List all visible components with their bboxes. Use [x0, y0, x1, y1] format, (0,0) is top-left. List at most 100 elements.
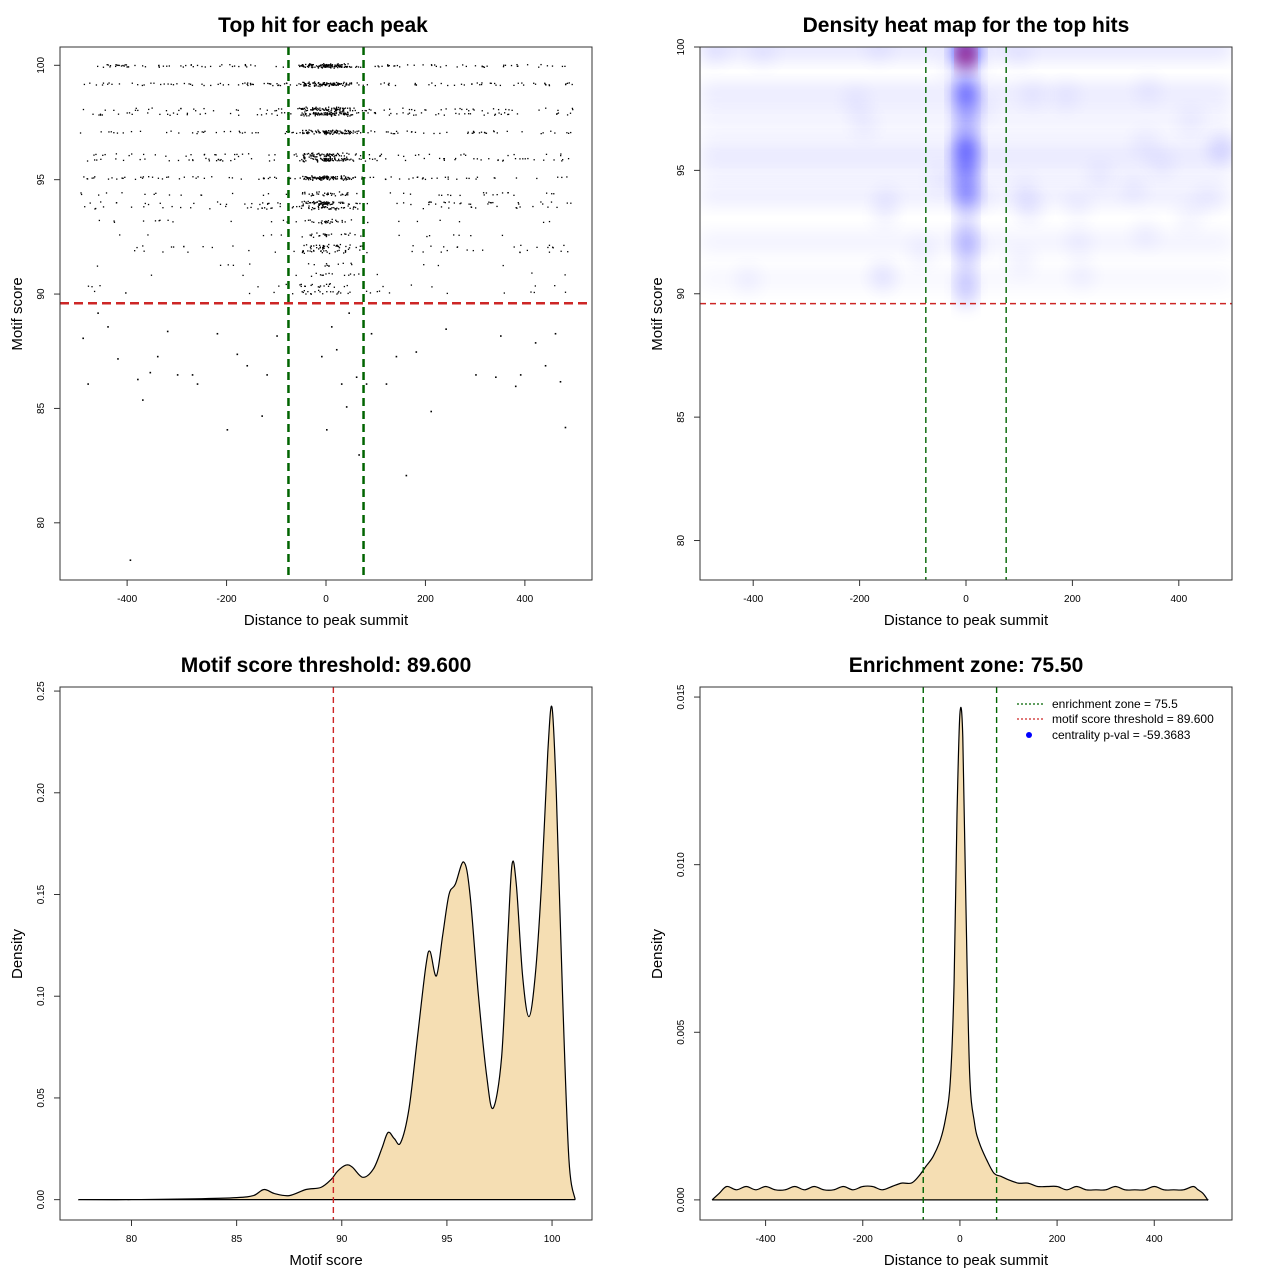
x-axis-label: Distance to peak summit [244, 612, 409, 629]
data-point [258, 178, 260, 180]
data-point [122, 159, 125, 162]
data-point [548, 84, 550, 86]
data-point [323, 176, 326, 178]
data-point [305, 84, 308, 87]
data-point [471, 132, 473, 134]
y-tick-label: 0.015 [676, 684, 687, 709]
data-point [534, 285, 536, 287]
data-point [358, 84, 360, 86]
data-point [257, 208, 259, 210]
data-point [349, 177, 351, 180]
data-point [346, 152, 348, 154]
data-point [321, 66, 323, 68]
data-point [335, 112, 337, 115]
x-axis-label: Distance to peak summit [884, 1252, 1049, 1269]
data-point [546, 65, 549, 67]
data-point [150, 82, 152, 84]
data-point [238, 114, 240, 116]
data-point [110, 131, 112, 133]
data-point [309, 246, 312, 248]
data-point [317, 289, 320, 292]
data-point [325, 250, 327, 252]
data-point [563, 244, 565, 247]
data-point [308, 63, 311, 65]
x-axis: -400 -200 0 200 400 [756, 1219, 1163, 1245]
plot-frame [59, 46, 593, 581]
data-point [192, 159, 194, 161]
data-point [438, 157, 441, 160]
data-point [310, 63, 312, 66]
data-point [571, 83, 573, 86]
data-point [335, 245, 337, 247]
data-point [191, 374, 194, 376]
data-point [324, 158, 326, 160]
x-tick-label: 90 [336, 1234, 348, 1245]
data-point [303, 161, 305, 163]
data-point [476, 176, 479, 178]
data-point [134, 178, 137, 181]
data-point [277, 84, 279, 87]
data-point [144, 158, 146, 160]
data-point [402, 202, 405, 204]
data-point [501, 192, 504, 194]
data-point [147, 112, 149, 114]
data-point [557, 176, 559, 178]
data-point [273, 159, 275, 161]
data-point [188, 159, 190, 161]
data-point [299, 160, 301, 162]
data-point [339, 65, 341, 67]
data-point [323, 250, 325, 252]
data-point [545, 84, 547, 86]
data-point [542, 132, 544, 134]
heatmap-cell [751, 47, 776, 68]
data-point [312, 176, 314, 178]
data-point [337, 63, 339, 65]
data-point [113, 220, 115, 222]
data-point [323, 109, 326, 111]
data-point [192, 159, 194, 162]
data-point [332, 178, 335, 181]
data-point [330, 132, 332, 134]
data-point [327, 220, 330, 222]
data-point [334, 155, 336, 157]
y-tick-label: 100 [676, 38, 687, 55]
data-point [326, 264, 328, 267]
scatter-points [79, 63, 574, 562]
data-point [317, 153, 319, 155]
data-point [166, 131, 168, 134]
data-point [322, 245, 325, 248]
data-point [340, 83, 342, 85]
data-point [302, 131, 304, 133]
data-point [519, 251, 521, 253]
data-point [443, 246, 445, 248]
data-point [316, 109, 318, 111]
data-point [540, 63, 542, 66]
data-point [185, 64, 187, 67]
data-point [279, 84, 282, 87]
data-point [487, 203, 489, 205]
data-point [505, 108, 507, 111]
data-point [396, 202, 398, 205]
data-point [329, 133, 331, 135]
data-point [121, 177, 123, 179]
data-point [150, 274, 153, 276]
data-point [336, 250, 339, 252]
data-point [311, 221, 313, 223]
data-point [459, 203, 461, 205]
data-point [315, 156, 317, 158]
data-point [326, 177, 328, 180]
data-point [374, 111, 376, 114]
data-point [301, 236, 303, 238]
data-point [498, 112, 500, 114]
heatmap-cell [928, 165, 953, 194]
data-point [293, 154, 295, 156]
data-point [467, 132, 469, 135]
data-point [244, 203, 246, 205]
data-point [121, 192, 123, 194]
data-point [329, 64, 331, 66]
data-point [324, 233, 326, 235]
data-point [324, 83, 326, 86]
data-point [304, 113, 307, 115]
data-point [492, 201, 494, 204]
data-point [310, 248, 312, 250]
